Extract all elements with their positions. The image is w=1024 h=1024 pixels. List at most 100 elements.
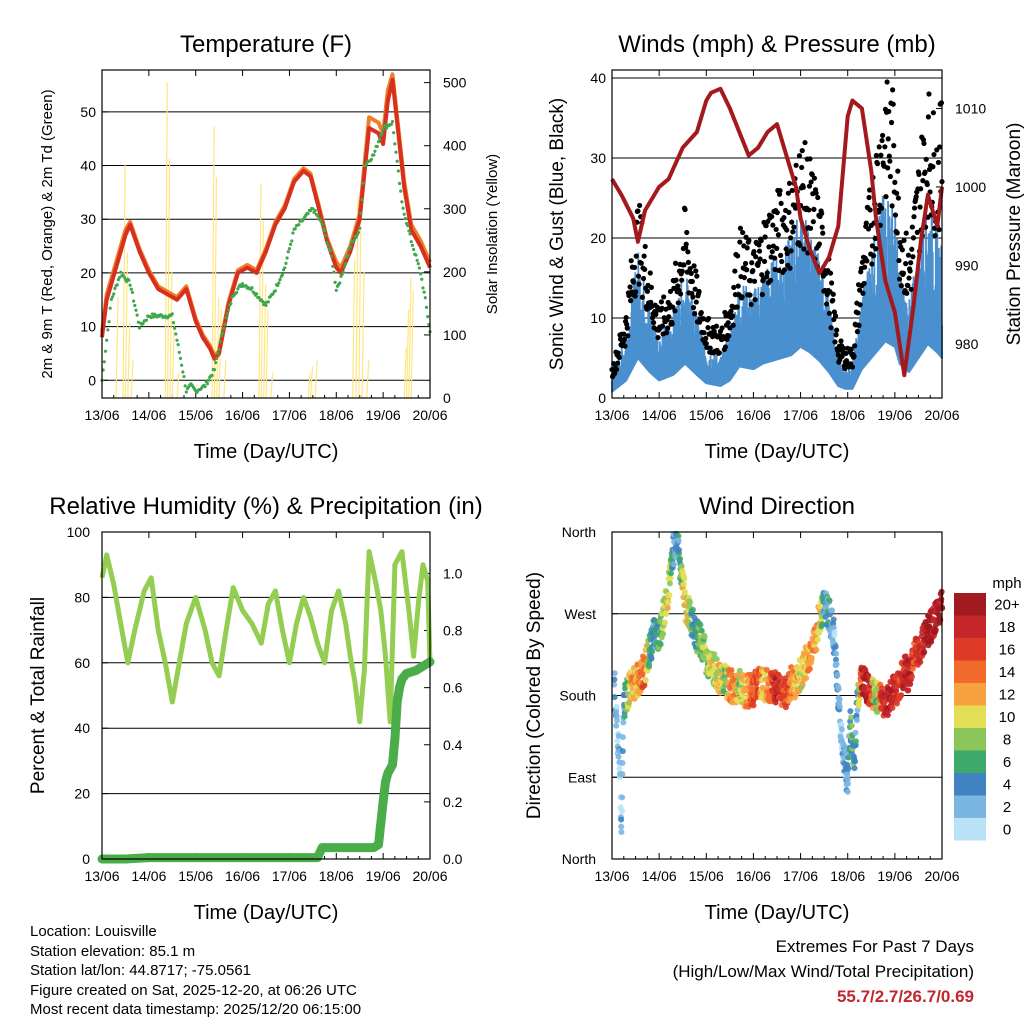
winds-gust-point xyxy=(731,284,737,291)
wind-direction-point xyxy=(621,713,628,720)
temperature-dewpoint-point xyxy=(424,305,429,309)
temperature-solar-spike xyxy=(127,322,131,399)
winds-gust-point xyxy=(641,253,647,259)
wind-direction-point xyxy=(615,753,622,760)
temperature-solar-spike xyxy=(410,290,414,399)
winds-gust-point xyxy=(887,173,894,180)
wind-direction-point xyxy=(834,671,841,678)
temperature-solar-spike xyxy=(260,221,264,399)
temperature-ytick-label: 30 xyxy=(80,211,96,227)
temperature-dewpoint-point xyxy=(264,303,268,307)
winds-gust-point xyxy=(908,260,914,266)
winds-gust-point xyxy=(860,290,866,296)
wind-direction-colorbar-label: 2 xyxy=(1003,799,1011,816)
temperature-dewpoint-point xyxy=(396,169,400,173)
winds-gust-point xyxy=(830,297,836,303)
temperature-dewpoint-point xyxy=(359,211,363,216)
temperature-ylabel: 2m & 9m T (Red, Orange) & 2m Td (Green) xyxy=(39,89,56,378)
winds-gust-point xyxy=(888,119,895,126)
temperature-dewpoint-point xyxy=(423,296,427,300)
winds-gust-point xyxy=(734,304,740,310)
temperature-dewpoint-point xyxy=(319,219,323,223)
wind-direction-colorbar-swatch xyxy=(954,615,986,638)
wind-direction-point xyxy=(905,687,912,694)
winds-gust-point xyxy=(632,293,638,299)
winds-gust-point xyxy=(624,325,630,331)
winds-gust-point xyxy=(772,266,778,273)
winds-gust-point xyxy=(693,268,699,274)
humidity-ytick-label: 40 xyxy=(74,720,90,736)
winds-gust-point xyxy=(707,345,713,351)
temperature-solar-spike xyxy=(122,164,126,399)
winds-gust-point xyxy=(769,249,775,255)
winds-gust-point xyxy=(866,194,872,201)
winds-gust-point xyxy=(730,313,736,319)
winds-xtick-label: 17/06 xyxy=(783,407,818,423)
winds-y2tick-label: 980 xyxy=(955,336,979,352)
wind-direction-point xyxy=(675,546,682,553)
winds-gust-point xyxy=(908,286,914,292)
winds-gust-point xyxy=(857,302,863,308)
temperature-xtick-label: 15/06 xyxy=(178,407,213,423)
temperature-dewpoint-point xyxy=(240,282,245,286)
temperature-dewpoint-point xyxy=(280,273,284,277)
winds-gust-point xyxy=(852,343,858,349)
wind-direction-point xyxy=(852,758,859,765)
winds-gust-point xyxy=(880,132,886,139)
temperature-dewpoint-point xyxy=(174,332,178,336)
temperature-2m-line xyxy=(100,77,432,361)
winds-ytick-label: 10 xyxy=(590,310,606,326)
winds-gust-point xyxy=(628,258,634,264)
wind-direction-point xyxy=(620,719,627,726)
temperature-dewpoint-point xyxy=(344,261,348,266)
temperature-y2tick-label: 100 xyxy=(443,327,467,343)
winds-gust-point xyxy=(642,266,648,273)
wind-direction-point xyxy=(822,613,829,620)
humidity-xtick-label: 14/06 xyxy=(131,868,166,884)
temperature-dewpoint-point xyxy=(311,207,315,211)
humidity-xtick-label: 16/06 xyxy=(225,868,260,884)
winds-gust-point xyxy=(682,206,688,213)
humidity-ytick-label: 0 xyxy=(82,851,90,867)
temperature-solar-spike xyxy=(213,177,218,399)
wind-direction-colorbar-swatch xyxy=(954,795,986,818)
winds-gust-point xyxy=(692,311,698,317)
temperature-dewpoint-point xyxy=(414,253,418,257)
winds-gust-point xyxy=(756,248,763,254)
location-label: Location: Louisville xyxy=(30,923,157,940)
winds-gust-point xyxy=(838,338,844,344)
wind-direction-point xyxy=(851,765,858,772)
winds-xtick-label: 19/06 xyxy=(877,407,912,423)
temperature-dewpoint-point xyxy=(286,250,290,254)
temperature-dewpoint-point xyxy=(325,241,329,245)
winds-panel: Winds (mph) & Pressure (mb) Time (Day/UTC… xyxy=(547,31,1024,463)
temperature-dewpoint-point xyxy=(266,300,270,304)
temperature-dewpoint-point xyxy=(141,322,145,326)
winds-gust-point xyxy=(925,114,932,120)
temperature-dewpoint-point xyxy=(278,278,282,282)
wind-direction-point xyxy=(642,677,649,684)
wind-direction-point xyxy=(777,674,784,681)
winds-gust-point xyxy=(930,110,937,116)
temperature-dewpoint-point xyxy=(406,224,410,228)
winds-gust-point xyxy=(778,252,784,259)
winds-gust-point xyxy=(873,152,879,159)
winds-gust-point xyxy=(762,234,768,240)
temperature-dewpoint-point xyxy=(290,239,294,243)
winds-gust-point xyxy=(665,325,671,331)
wind-direction-point xyxy=(641,682,648,689)
wind-direction-point xyxy=(878,685,885,692)
extremes-title: Extremes For Past 7 Days xyxy=(775,937,974,956)
temperature-dewpoint-point xyxy=(395,159,399,163)
temperature-dewpoint-point xyxy=(103,349,108,353)
temperature-dewpoint-point xyxy=(283,266,287,270)
wind-direction-point xyxy=(666,580,673,587)
temperature-dewpoint-point xyxy=(348,245,352,249)
wind-direction-colorbar-label: 8 xyxy=(1003,731,1011,748)
wind-direction-point xyxy=(841,743,848,750)
wind-direction-colorbar-label: 6 xyxy=(1003,754,1011,771)
winds-gust-point xyxy=(692,286,698,292)
winds-gust-point xyxy=(630,279,637,285)
winds-gust-point xyxy=(870,253,877,259)
wind-direction-point xyxy=(681,575,688,582)
